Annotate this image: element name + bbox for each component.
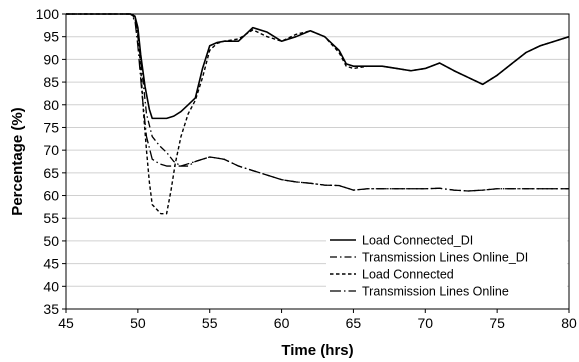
- y-tick-label: 70: [43, 142, 59, 158]
- x-axis-title: Time (hrs): [281, 342, 353, 359]
- y-tick-label: 55: [43, 210, 59, 226]
- series-line-1: [66, 13, 570, 120]
- x-tick-label: 55: [202, 315, 218, 331]
- legend-label-3: Load Connected: [362, 268, 454, 282]
- x-tick-label: 70: [417, 315, 433, 331]
- y-tick-label: 90: [43, 51, 59, 67]
- x-tick-label: 50: [130, 315, 146, 331]
- x-tick-labels: 45 50 55 60 65 70 75 80: [58, 315, 577, 331]
- y-tick-label: 75: [43, 119, 59, 135]
- y-tick-label: 100: [36, 6, 60, 22]
- legend-background: [326, 229, 567, 301]
- x-tick-label: 60: [274, 315, 290, 331]
- y-tick-label: 65: [43, 165, 59, 181]
- legend-label-2: Transmission Lines Online_DI: [362, 251, 528, 265]
- x-tick-label: 45: [58, 315, 74, 331]
- series-line-4: [66, 13, 569, 192]
- plot-area-frame: [65, 13, 570, 310]
- y-tick-label: 60: [43, 188, 59, 204]
- y-tick-label: 50: [43, 233, 59, 249]
- y-tick-label: 85: [43, 74, 59, 90]
- series-line-3: [66, 13, 570, 215]
- legend: Load Connected_DI Transmission Lines Onli…: [326, 229, 567, 301]
- y-tick-label: 80: [43, 97, 59, 113]
- gridlines: [62, 13, 570, 313]
- series-line-2: [66, 13, 569, 192]
- legend-label-1: Load Connected_DI: [362, 234, 473, 248]
- axes: [65, 13, 570, 310]
- y-tick-label: 45: [43, 256, 59, 272]
- legend-label-4: Transmission Lines Online: [362, 285, 509, 299]
- y-tick-labels: 35 40 45 50 55 60 65 70 75 80 85 90 95 100: [36, 6, 60, 317]
- series-lines: [66, 13, 570, 215]
- x-tick-label: 65: [346, 315, 362, 331]
- y-tick-label: 40: [43, 278, 59, 294]
- x-tick-label: 75: [489, 315, 505, 331]
- y-tick-label: 95: [43, 29, 59, 45]
- y-axis-title: Percentage (%): [9, 107, 26, 215]
- x-tick-label: 80: [561, 315, 577, 331]
- y-tick-label: 35: [43, 301, 59, 317]
